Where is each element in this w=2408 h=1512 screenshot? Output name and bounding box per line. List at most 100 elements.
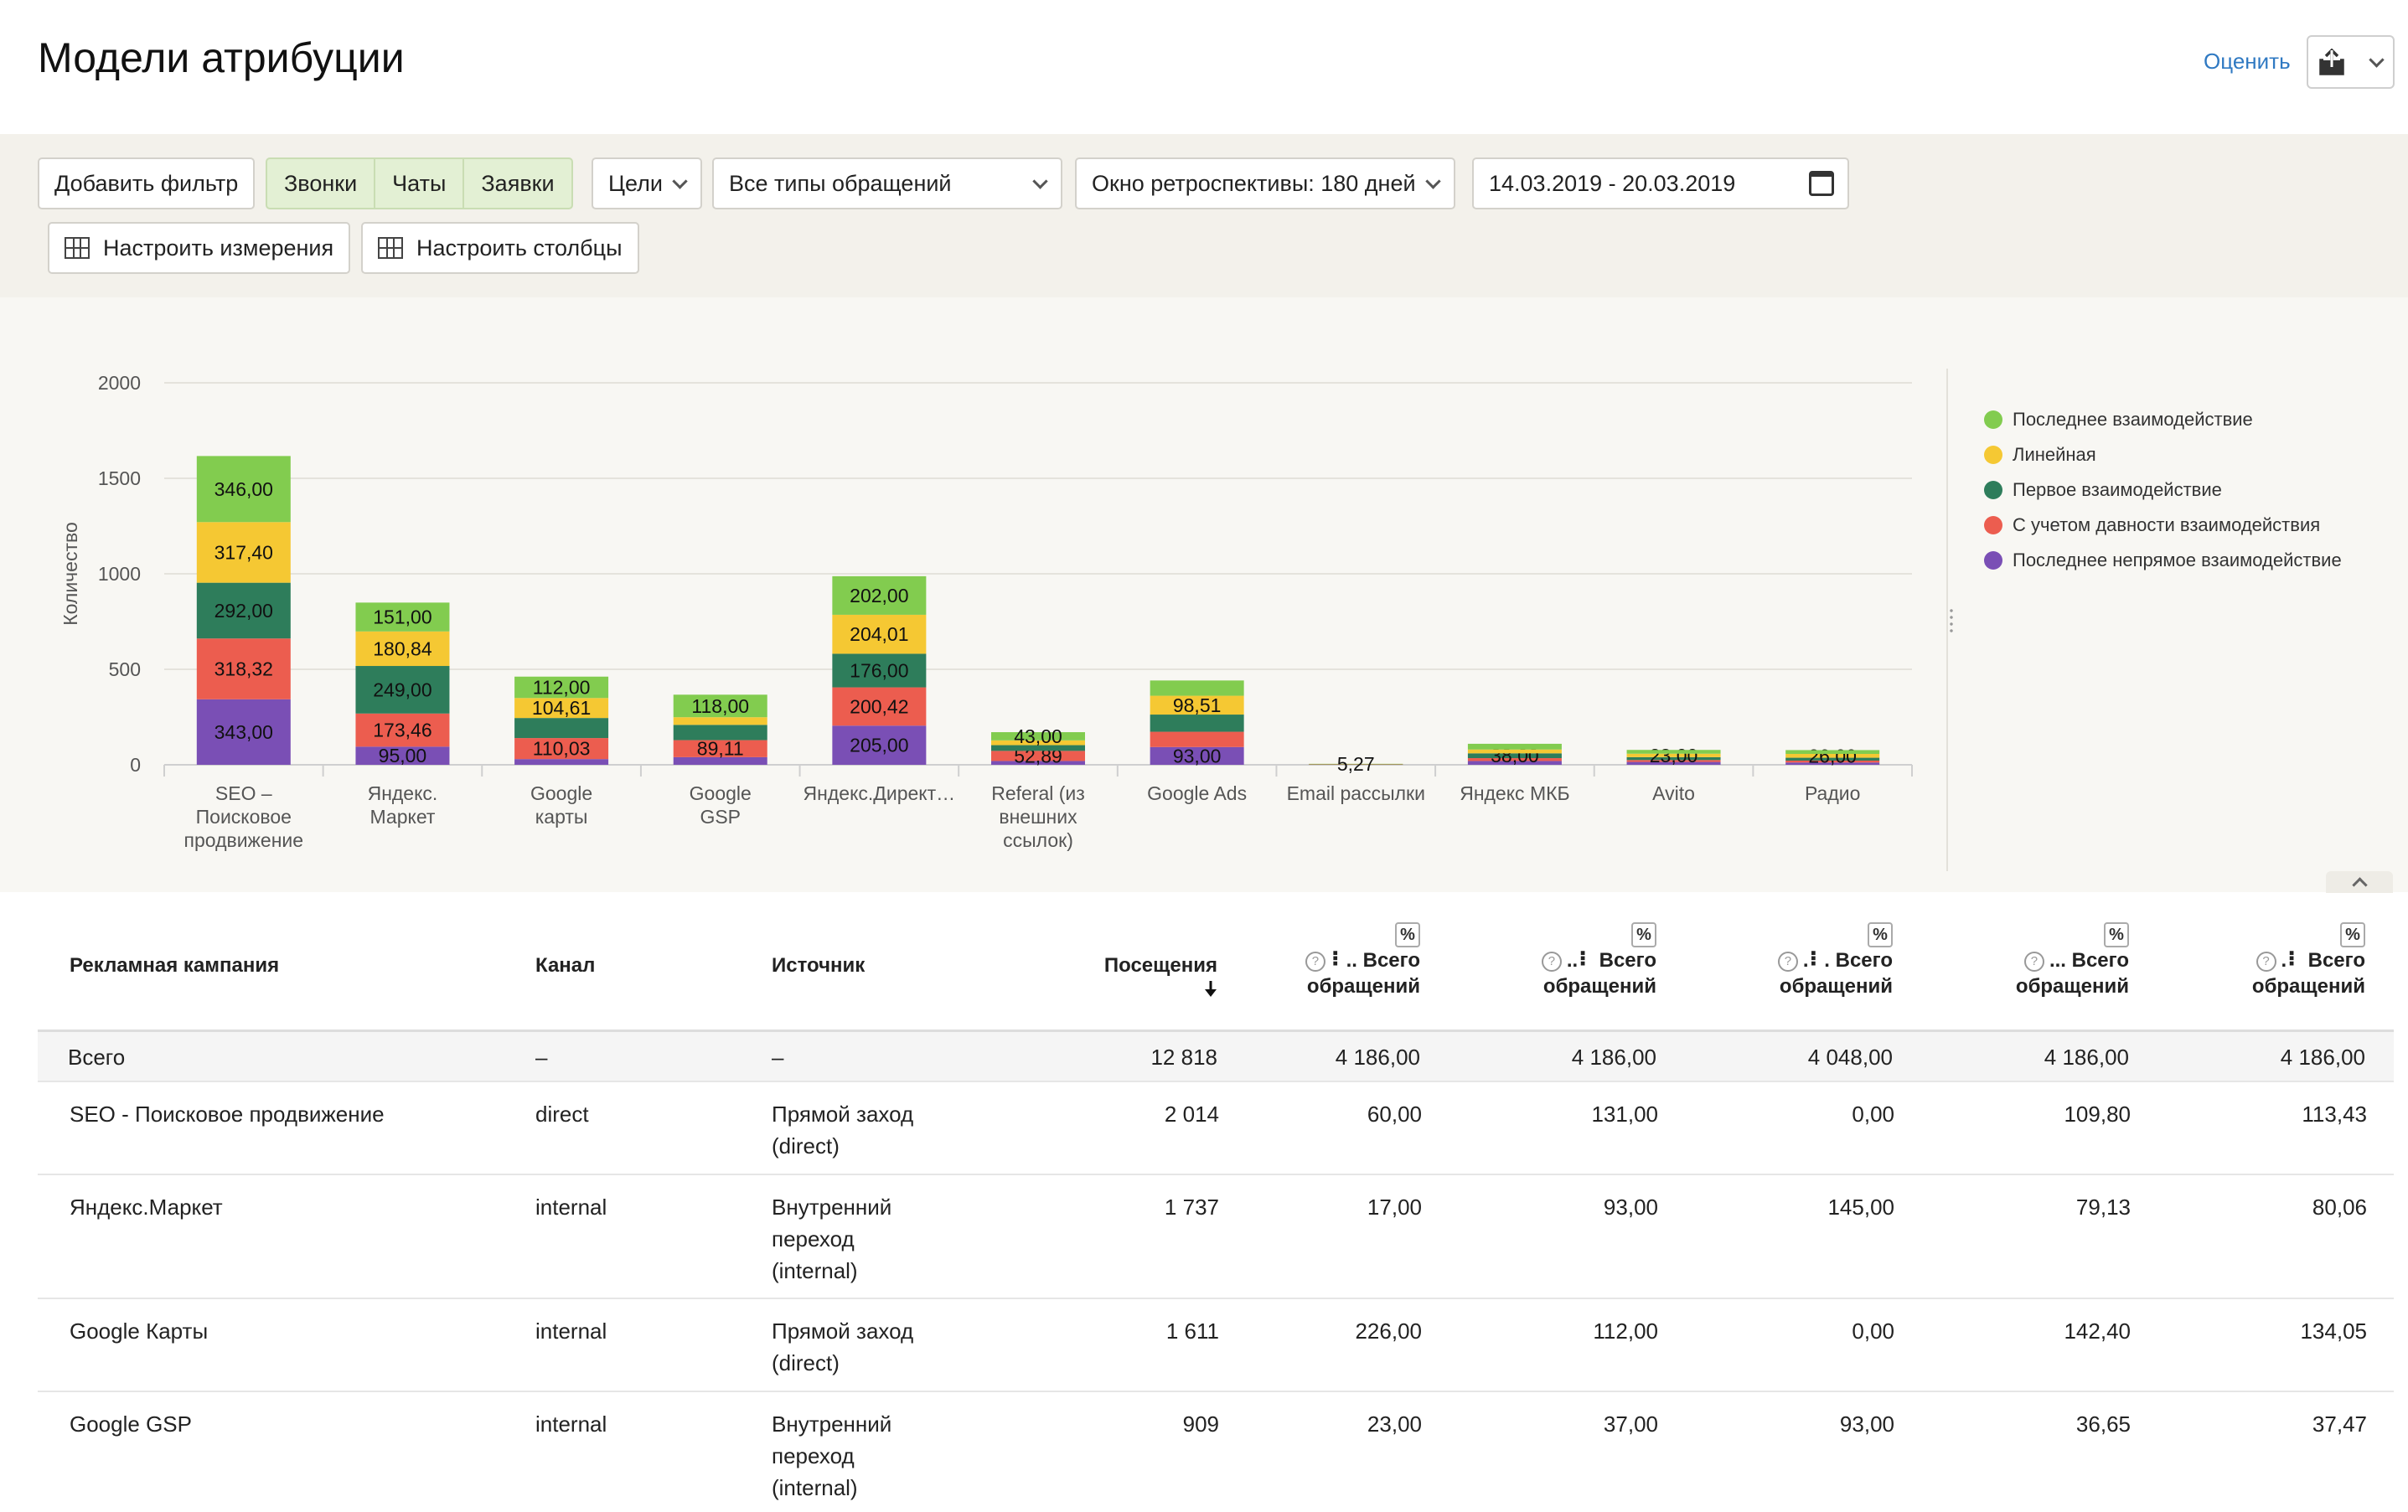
attribution-model-icon: ... xyxy=(2049,949,2072,972)
bar-segment xyxy=(1150,695,1244,715)
row-source-line: Внутренний xyxy=(772,1411,892,1437)
row-source-line: Внутренний xyxy=(772,1195,892,1220)
col-metric[interactable]: %?... Всего обращений xyxy=(1945,921,2129,999)
collapse-chart-button[interactable] xyxy=(2326,871,2393,893)
y-tick-label: 2000 xyxy=(98,372,141,394)
x-tick-label: GSP xyxy=(700,806,741,828)
segment-requests[interactable]: Заявки xyxy=(481,170,555,196)
bar-segment xyxy=(355,631,450,667)
col-metric-label: Всего xyxy=(2071,949,2129,972)
configure-columns-button[interactable]: Настроить столбцы xyxy=(361,222,639,274)
data-label: 151,00 xyxy=(373,606,431,628)
col-metric[interactable]: %? ..⠇ Всего обращений xyxy=(1472,921,1656,999)
row-source-line: (direct) xyxy=(772,1350,840,1375)
total-channel: – xyxy=(535,1045,548,1070)
legend-item[interactable]: Первое взаимодействие xyxy=(1984,472,2342,508)
bar-segment xyxy=(673,725,767,741)
legend-item[interactable]: Линейная xyxy=(1984,437,2342,472)
x-tick-label: SEO – xyxy=(215,782,272,804)
row-source-line: переход xyxy=(772,1443,855,1468)
row-source-line: Прямой заход xyxy=(772,1318,914,1344)
data-label: 249,00 xyxy=(373,679,431,700)
col-metric-label: обращений xyxy=(1542,975,1656,998)
help-icon[interactable]: ? xyxy=(2256,952,2276,972)
col-metric[interactable]: %? ⠇.. Всего обращений xyxy=(1236,921,1420,999)
col-campaign[interactable]: Рекламная кампания xyxy=(70,954,280,977)
percent-toggle[interactable]: % xyxy=(2340,922,2365,947)
bar-segment xyxy=(1785,750,1880,755)
x-tick-label: Google xyxy=(690,782,752,804)
legend-item[interactable]: Последнее непрямое взаимодействие xyxy=(1984,543,2342,578)
data-label: 318,32 xyxy=(214,658,273,680)
bar-segment xyxy=(514,738,609,760)
legend-item[interactable]: С учетом давности взаимодействия xyxy=(1984,508,2342,543)
add-filter-button[interactable]: Добавить фильтр xyxy=(38,157,256,209)
rate-link[interactable]: Оценить xyxy=(2204,49,2291,74)
percent-toggle[interactable]: % xyxy=(1395,922,1420,947)
resize-handle[interactable] xyxy=(1949,607,1954,632)
total-campaign: Всего xyxy=(68,1045,126,1070)
row-metric: 79,13 xyxy=(2075,1195,2131,1220)
bar-segment xyxy=(1309,763,1403,765)
bar-segment xyxy=(991,751,1085,761)
table-body: SEO - Поисковое продвижение direct Прямой … xyxy=(38,1082,2394,1512)
legend-label: Последнее взаимодействие xyxy=(2013,409,2253,430)
col-visits[interactable]: Посещения xyxy=(1043,952,1217,1004)
export-button[interactable] xyxy=(2307,35,2395,89)
bar-segment xyxy=(1626,760,1721,762)
x-tick-label: Яндекс МКБ xyxy=(1460,782,1569,804)
chevron-down-icon xyxy=(672,173,688,189)
percent-toggle[interactable]: % xyxy=(1868,922,1893,947)
percent-toggle[interactable]: % xyxy=(1631,922,1656,947)
segment-chats[interactable]: Чаты xyxy=(375,159,465,208)
col-metric-label: обращений xyxy=(2251,975,2365,998)
row-source-line: (internal) xyxy=(772,1258,858,1283)
row-source: Прямой заход (direct) xyxy=(772,1098,913,1162)
col-metric[interactable]: %? .⠇ Всего обращений xyxy=(2181,921,2365,999)
help-icon[interactable]: ? xyxy=(2023,952,2044,972)
percent-toggle[interactable]: % xyxy=(2104,922,2129,947)
table-row[interactable]: SEO - Поисковое продвижение direct Прямой … xyxy=(38,1082,2394,1175)
help-icon[interactable]: ? xyxy=(1777,952,1798,972)
data-label: 317,40 xyxy=(214,541,273,563)
bar-segment xyxy=(673,756,767,765)
share-icon xyxy=(2319,49,2344,75)
col-channel[interactable]: Канал xyxy=(535,954,596,977)
attribution-bar-chart: 0 500 1000 1500 2000 Количество 343,00 318,32 29… xyxy=(59,372,1913,851)
legend-swatch xyxy=(1984,481,2002,499)
legend-item[interactable]: Последнее взаимодействие xyxy=(1984,402,2342,437)
legend-swatch xyxy=(1984,516,2002,534)
data-label: 5,27 xyxy=(1337,753,1375,775)
table-row[interactable]: Яндекс.Маркет internal Внутренний переход (i… xyxy=(38,1175,2394,1299)
data-label: 202,00 xyxy=(850,585,908,606)
segment-calls[interactable]: Звонки xyxy=(267,159,376,208)
data-label: 89,11 xyxy=(697,738,744,760)
bar-segment xyxy=(355,746,450,765)
grid-icon xyxy=(378,237,403,259)
types-dropdown[interactable]: Все типы обращений xyxy=(712,157,1062,209)
bar-segment xyxy=(1467,743,1562,750)
table-row[interactable]: Google GSP internal Внутренний переход (inte… xyxy=(38,1392,2394,1512)
col-source[interactable]: Источник xyxy=(772,954,866,977)
data-label: 98,51 xyxy=(1173,694,1222,716)
row-metric: 145,00 xyxy=(1827,1195,1894,1220)
x-tick-label: Радио xyxy=(1805,782,1860,804)
bar-segment xyxy=(355,713,450,747)
goals-dropdown[interactable]: Цели xyxy=(592,157,702,209)
bar-segment xyxy=(1150,680,1244,696)
table-row[interactable]: Google Карты internal Прямой заход (direct)… xyxy=(38,1299,2394,1392)
help-icon[interactable]: ? xyxy=(1305,952,1325,972)
bar-segment xyxy=(355,602,450,632)
data-label: 93,00 xyxy=(1173,745,1222,766)
chevron-down-icon xyxy=(2369,51,2385,68)
col-metric-label: Всего xyxy=(1835,949,1893,972)
configure-columns-label: Настроить столбцы xyxy=(416,235,623,261)
configure-dimensions-button[interactable]: Настроить измерения xyxy=(48,222,351,274)
bar-segment xyxy=(1626,750,1721,754)
date-range-picker[interactable]: 14.03.2019 - 20.03.2019 xyxy=(1472,157,1849,209)
lookback-window-dropdown[interactable]: Окно ретроспективы: 180 дней xyxy=(1075,157,1455,209)
col-metric[interactable]: %? .⠇. Всего обращений xyxy=(1708,921,1893,999)
bar-segment xyxy=(514,759,609,765)
attribution-model-icon: ⠇.. xyxy=(1330,949,1363,972)
help-icon[interactable]: ? xyxy=(1541,952,1562,972)
